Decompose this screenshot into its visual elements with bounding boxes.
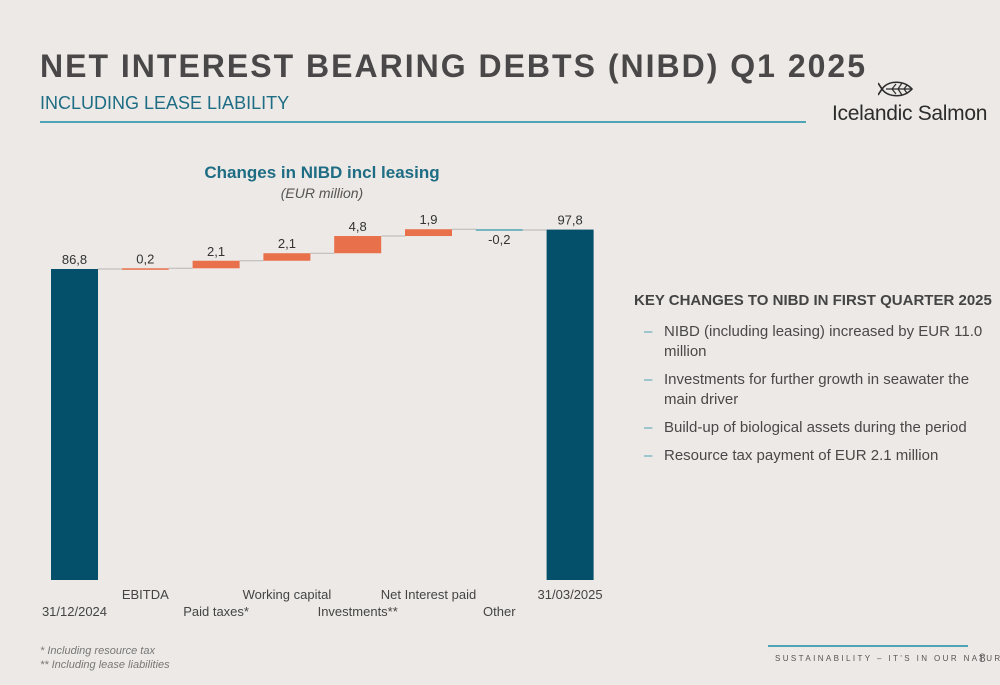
footnote: * Including resource tax (40, 645, 155, 657)
data-label: 0,2 (136, 251, 154, 266)
category-label: EBITDA (122, 587, 169, 602)
waterfall-chart: 86,8 0,2 2,1 2,1 4,8 1,9 -0,2 97,8 31/12/2024 EBI… (42, 212, 603, 619)
data-label: 2,1 (278, 236, 296, 251)
key-change-item: – Build-up of biological assets during th… (644, 418, 984, 438)
bar-3 (263, 253, 311, 261)
footer-divider (768, 645, 968, 647)
dash-bullet: – (644, 419, 653, 436)
data-label: 2,1 (207, 244, 225, 259)
chart-subtitle: (EUR million) (280, 185, 364, 201)
key-change-text: Build-up of biological assets during the… (664, 419, 967, 436)
footnotes: * Including resource tax ** Including le… (40, 644, 170, 672)
footer-tagline: SUSTAINABILITY – IT'S IN OUR NATURE (775, 654, 1000, 663)
data-label: 4,8 (349, 219, 367, 234)
data-label: 1,9 (419, 212, 437, 227)
company-logo: Icelandic Salmon (826, 78, 987, 128)
category-label: Net Interest paid (381, 587, 476, 602)
category-label: Working capital (243, 587, 332, 602)
bar-5 (405, 229, 452, 237)
key-change-item: – Resource tax payment of EUR 2.1 million (644, 446, 984, 466)
key-change-item: – NIBD (including leasing) increased by E… (644, 322, 984, 362)
dash-bullet: – (644, 323, 653, 340)
bar-7 (546, 229, 594, 581)
page-number: 8 (979, 651, 986, 665)
data-label: 86,8 (62, 252, 87, 267)
dash-bullet: – (644, 447, 653, 464)
key-change-text: NIBD (including leasing) increased by EU… (664, 323, 983, 360)
footnote: ** Including lease liabilities (40, 659, 170, 671)
category-label: Investments** (318, 604, 398, 619)
data-label: -0,2 (488, 232, 510, 247)
bar-6 (475, 229, 523, 231)
category-label: 31/12/2024 (42, 604, 107, 619)
fish-leaf-icon (878, 81, 914, 97)
key-change-item: – Investments for further growth in seawa… (644, 370, 984, 410)
chart-title: Changes in NIBD incl leasing (204, 163, 440, 182)
page-subtitle: INCLUDING LEASE LIABILITY (40, 93, 290, 113)
category-label: Paid taxes* (183, 604, 249, 619)
bar-1 (121, 268, 169, 270)
category-label: 31/03/2025 (538, 587, 603, 602)
key-changes-title: KEY CHANGES TO NIBD IN FIRST QUARTER 202… (634, 292, 992, 309)
header-divider (40, 121, 806, 123)
brand-name: Icelandic Salmon (832, 102, 988, 125)
category-label: Other (483, 604, 516, 619)
data-label: 97,8 (557, 213, 582, 228)
bar-4 (334, 236, 382, 254)
key-change-text: Investments for further growth in seawat… (664, 371, 970, 408)
page-title: NET INTEREST BEARING DEBTS (NIBD) Q1 202… (40, 48, 867, 84)
bar-2 (192, 260, 240, 269)
key-changes-list: – NIBD (including leasing) increased by E… (644, 322, 984, 474)
bar-0 (51, 268, 98, 580)
key-change-text: Resource tax payment of EUR 2.1 million (664, 447, 939, 464)
dash-bullet: – (644, 371, 653, 388)
